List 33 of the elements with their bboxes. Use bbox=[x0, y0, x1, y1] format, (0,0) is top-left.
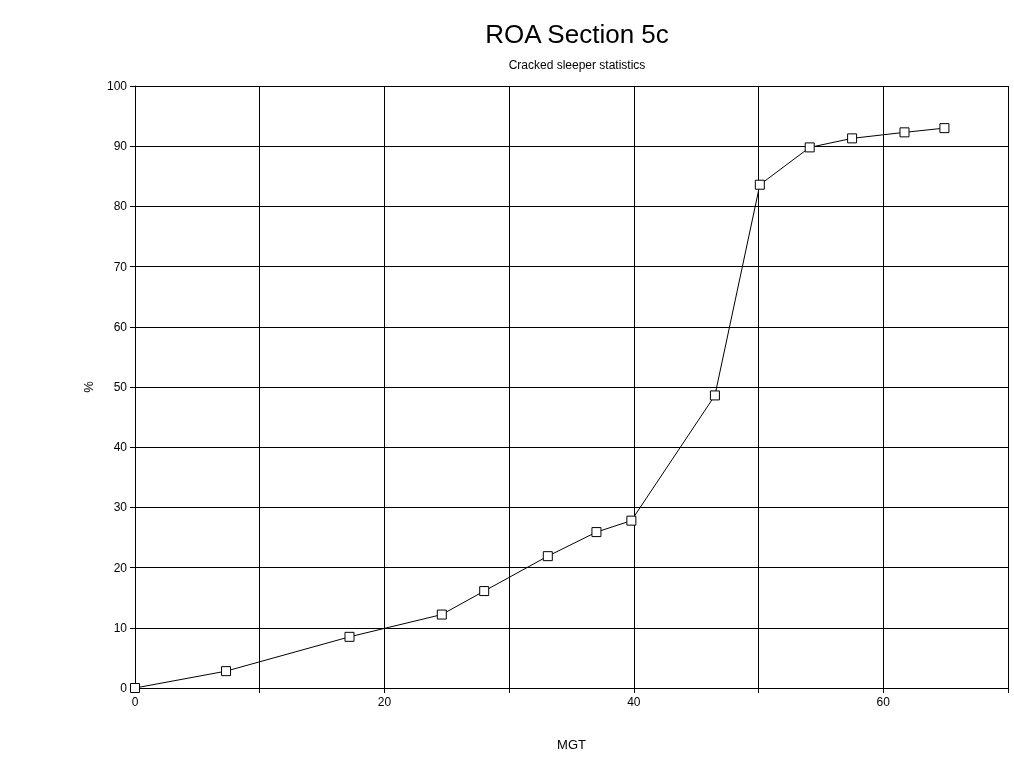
y-tick-label: 30 bbox=[113, 500, 128, 515]
y-tick-label: 90 bbox=[113, 139, 128, 154]
chart-subtitle: Cracked sleeper statistics bbox=[508, 58, 646, 72]
point bbox=[344, 631, 355, 642]
x-tick-label: 0 bbox=[131, 695, 139, 709]
y-tick-label: 40 bbox=[113, 440, 128, 455]
point bbox=[221, 666, 232, 677]
point bbox=[130, 683, 140, 693]
x-tick-label: 40 bbox=[627, 695, 641, 709]
y-tick-label: 50 bbox=[113, 380, 128, 394]
x-tick-label: 20 bbox=[377, 695, 392, 709]
point bbox=[804, 142, 815, 153]
x-tick-label: 60 bbox=[876, 695, 891, 709]
y-tick-label: 0 bbox=[120, 681, 128, 695]
point bbox=[754, 179, 765, 190]
point bbox=[899, 127, 910, 138]
point bbox=[591, 527, 602, 538]
y-tick-label: 20 bbox=[113, 560, 128, 575]
y-tick-label: 100 bbox=[106, 79, 128, 93]
point bbox=[939, 123, 950, 134]
y-axis-title: % bbox=[81, 380, 96, 393]
y-tick-label: 70 bbox=[113, 259, 128, 274]
point bbox=[626, 515, 637, 526]
point bbox=[709, 390, 720, 401]
y-tick-label: 10 bbox=[113, 620, 128, 635]
point bbox=[479, 586, 490, 597]
point bbox=[847, 133, 858, 144]
point bbox=[436, 609, 447, 620]
y-tick-label: 60 bbox=[113, 319, 128, 334]
x-axis-title: MGT bbox=[557, 737, 586, 752]
chart-title: ROA Section 5c bbox=[485, 19, 669, 49]
point bbox=[542, 551, 553, 562]
y-tick-label: 80 bbox=[113, 199, 128, 214]
